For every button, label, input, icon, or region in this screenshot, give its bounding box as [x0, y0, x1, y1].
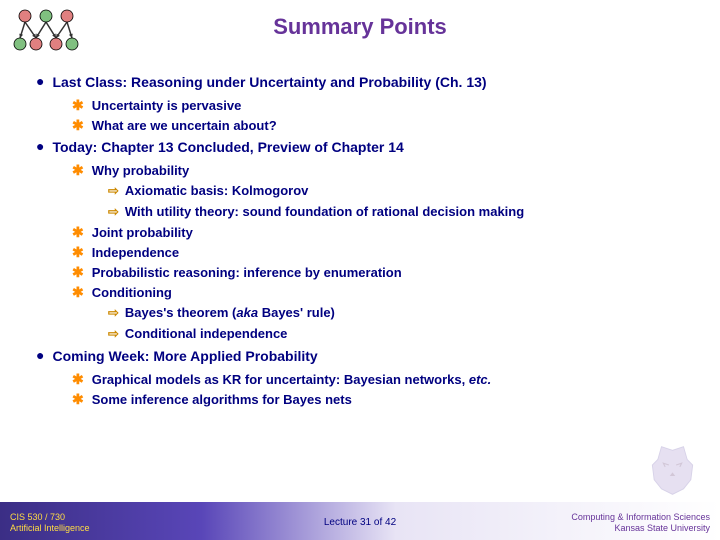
- arrow-icon: ⇨: [108, 183, 119, 199]
- sub-item-text: Axiomatic basis: Kolmogorov: [125, 183, 308, 198]
- asterisk-icon: ✱: [72, 245, 84, 259]
- asterisk-icon: ✱: [72, 225, 84, 239]
- sub-item: ⇨ With utility theory: sound foundation o…: [108, 204, 690, 220]
- arrow-icon: ⇨: [108, 204, 119, 220]
- asterisk-icon: ✱: [72, 118, 84, 132]
- arrow-icon: ⇨: [108, 326, 119, 342]
- asterisk-icon: ✱: [72, 285, 84, 299]
- item-text: Some inference algorithms for Bayes nets: [92, 392, 352, 407]
- asterisk-icon: ✱: [72, 98, 84, 112]
- sub-item-text: Bayes's theorem (aka Bayes' rule): [125, 305, 335, 320]
- asterisk-icon: ✱: [72, 392, 84, 406]
- item-text: Why probability: [92, 163, 190, 178]
- heading-text: Coming Week: More Applied Probability: [52, 348, 317, 364]
- slide-footer: CIS 530 / 730 Artificial Intelligence Le…: [0, 502, 720, 540]
- footer-department: Computing & Information Sciences Kansas …: [571, 512, 710, 534]
- bullet-item: ✱ Some inference algorithms for Bayes net…: [72, 392, 690, 407]
- bullet-item: ✱ Why probability: [72, 163, 690, 178]
- asterisk-icon: ✱: [72, 163, 84, 177]
- bullet-item: ✱ Joint probability: [72, 225, 690, 240]
- department-name: Computing & Information Sciences: [571, 512, 710, 523]
- asterisk-icon: ✱: [72, 372, 84, 386]
- bullet-item: ✱ Uncertainty is pervasive: [72, 98, 690, 113]
- arrow-icon: ⇨: [108, 305, 119, 321]
- sub-item-text: With utility theory: sound foundation of…: [125, 204, 524, 219]
- item-text: Uncertainty is pervasive: [92, 98, 242, 113]
- university-name: Kansas State University: [571, 523, 710, 534]
- bullet-item: ✱ Independence: [72, 245, 690, 260]
- bullet-icon: ●: [36, 139, 44, 154]
- bullet-icon: ●: [36, 348, 44, 363]
- sub-item-text: Conditional independence: [125, 326, 288, 341]
- item-text: Probabilistic reasoning: inference by en…: [92, 265, 402, 280]
- heading-text: Today: Chapter 13 Concluded, Preview of …: [52, 139, 403, 155]
- item-text: Joint probability: [92, 225, 193, 240]
- bullet-item: ✱ Probabilistic reasoning: inference by e…: [72, 265, 690, 280]
- bullet-item: ✱ Conditioning: [72, 285, 690, 300]
- heading-text: Last Class: Reasoning under Uncertainty …: [52, 74, 486, 90]
- bullet-item: ✱ Graphical models as KR for uncertainty:…: [72, 372, 690, 387]
- sub-item: ⇨ Axiomatic basis: Kolmogorov: [108, 183, 690, 199]
- slide-body: ● Last Class: Reasoning under Uncertainty…: [36, 72, 690, 412]
- section-heading: ● Today: Chapter 13 Concluded, Preview of…: [36, 139, 690, 155]
- sub-item: ⇨ Conditional independence: [108, 326, 690, 342]
- slide-title: Summary Points: [0, 14, 720, 40]
- section-heading: ● Last Class: Reasoning under Uncertainty…: [36, 74, 690, 90]
- item-text: What are we uncertain about?: [92, 118, 277, 133]
- item-text: Graphical models as KR for uncertainty: …: [92, 372, 492, 387]
- bullet-icon: ●: [36, 74, 44, 89]
- item-text: Independence: [92, 245, 179, 260]
- item-text: Conditioning: [92, 285, 172, 300]
- ksu-wildcat-logo: [645, 443, 700, 498]
- asterisk-icon: ✱: [72, 265, 84, 279]
- bullet-item: ✱ What are we uncertain about?: [72, 118, 690, 133]
- sub-item: ⇨ Bayes's theorem (aka Bayes' rule): [108, 305, 690, 321]
- section-heading: ● Coming Week: More Applied Probability: [36, 348, 690, 364]
